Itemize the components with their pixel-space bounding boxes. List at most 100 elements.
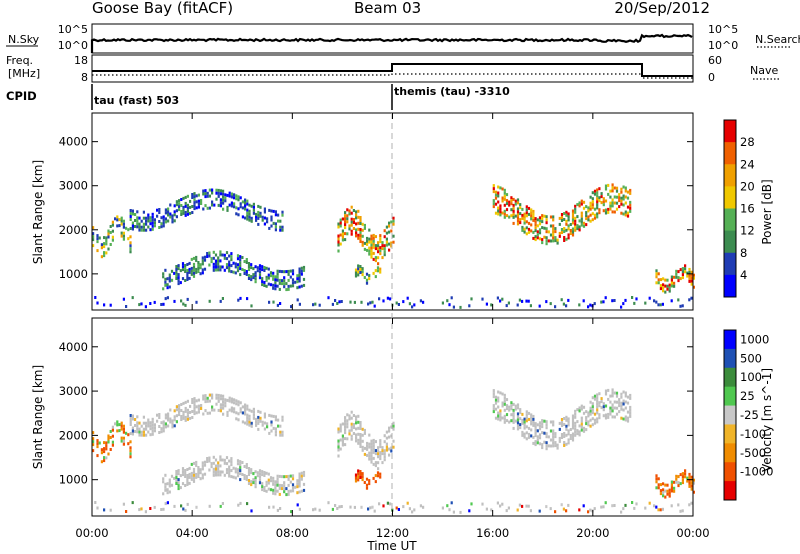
- power-echo-cell: [372, 242, 375, 246]
- power-echo-cell: [585, 205, 588, 209]
- velocity-echo-cell: [655, 477, 658, 481]
- velocity-echo-cell: [648, 501, 651, 505]
- power-echo-cell: [609, 195, 612, 199]
- velocity-echo-cell: [181, 470, 185, 474]
- power-echo-cell: [538, 222, 542, 226]
- velocity-echo-cell: [653, 504, 656, 508]
- power-echo-cell: [189, 211, 192, 215]
- power-echo-cell: [585, 223, 588, 227]
- power-echo-cell: [574, 210, 577, 214]
- velocity-echo-cell: [499, 415, 502, 419]
- velocity-echo-cell: [514, 407, 517, 411]
- velocity-echo-cell: [569, 428, 572, 431]
- power-echo-cell: [543, 235, 546, 239]
- power-echo-cell: [344, 226, 347, 230]
- velocity-echo-cell: [280, 475, 284, 479]
- power-echo-cell: [567, 236, 570, 240]
- velocity-echo-cell: [607, 397, 610, 401]
- velocity-echo-cell: [571, 420, 575, 424]
- power-echo-cell: [257, 204, 260, 208]
- velocity-echo-cell: [230, 400, 233, 404]
- velocity-echo-cell: [350, 437, 353, 441]
- power-echo-cell: [499, 207, 502, 211]
- velocity-echo-cell: [521, 421, 524, 425]
- power-echo-cell: [171, 220, 174, 224]
- power-echo-cell: [211, 188, 214, 192]
- power-echo-cell: [545, 242, 548, 246]
- velocity-echo-cell: [199, 471, 202, 475]
- power-echo-cell: [355, 216, 358, 220]
- power-echo-cell: [296, 286, 299, 290]
- power-echo-cell: [202, 189, 205, 193]
- power-echo-cell: [145, 228, 148, 232]
- velocity-echo-cell: [171, 419, 174, 423]
- velocity-echo-cell: [377, 446, 380, 450]
- power-echo-cell: [582, 221, 586, 225]
- power-echo-cell: [613, 299, 616, 302]
- power-echo-cell: [164, 217, 167, 221]
- power-echo-cell: [178, 199, 181, 203]
- velocity-echo-cell: [149, 433, 152, 437]
- power-echo-cell: [499, 299, 502, 303]
- velocity-echo-cell: [516, 508, 519, 512]
- velocity-echo-cell: [279, 433, 282, 437]
- velocity-echo-cell: [120, 436, 123, 440]
- power-echo-cell: [521, 228, 524, 232]
- velocity-echo-cell: [552, 423, 555, 427]
- power-echo-cell: [92, 238, 95, 242]
- power-echo-cell: [247, 277, 251, 280]
- power-echo-cell: [370, 243, 373, 247]
- power-echo-cell: [363, 226, 366, 230]
- velocity-echo-cell: [222, 394, 225, 398]
- velocity-echo-cell: [602, 402, 605, 406]
- velocity-echo-cell: [541, 425, 544, 429]
- power-echo-cell: [567, 215, 570, 219]
- power-echo-cell: [244, 207, 247, 211]
- power-echo-cell: [374, 269, 377, 273]
- power-echo-cell: [492, 187, 495, 191]
- power-echo-cell: [530, 217, 533, 221]
- velocity-echo-cell: [230, 397, 233, 401]
- power-echo-cell: [549, 215, 553, 219]
- velocity-echo-cell: [527, 426, 531, 430]
- power-echo-cell: [169, 212, 172, 216]
- velocity-echo-cell: [348, 432, 351, 436]
- power-echo-cell: [536, 236, 539, 240]
- power-echo-cell: [571, 221, 575, 225]
- colorbar-tick-label: 12: [740, 224, 755, 238]
- power-echo-cell: [348, 224, 351, 228]
- velocity-echo-cell: [341, 443, 344, 447]
- velocity-echo-cell: [239, 466, 242, 470]
- velocity-echo-cell: [501, 392, 504, 396]
- power-echo-cell: [298, 285, 301, 289]
- velocity-echo-cell: [234, 476, 237, 480]
- velocity-echo-cell: [514, 404, 517, 408]
- power-echo-cell: [580, 223, 583, 227]
- velocity-echo-cell: [688, 475, 691, 479]
- y-tick-label: 1000: [59, 473, 88, 487]
- power-echo-cell: [576, 203, 579, 207]
- velocity-echo-cell: [202, 397, 205, 401]
- velocity-echo-cell: [211, 393, 214, 397]
- power-echo-cell: [279, 219, 282, 223]
- velocity-echo-cell: [230, 460, 233, 464]
- power-echo-cell: [377, 247, 380, 251]
- power-echo-cell: [208, 206, 211, 210]
- power-echo-cell: [525, 211, 528, 215]
- velocity-echo-cell: [655, 505, 658, 509]
- velocity-echo-cell: [534, 443, 537, 447]
- velocity-echo-cell: [107, 452, 110, 456]
- power-echo-cell: [274, 225, 277, 229]
- velocity-echo-cell: [287, 477, 290, 481]
- velocity-echo-cell: [355, 415, 358, 419]
- velocity-echo-cell: [359, 442, 362, 445]
- power-echo-cell: [521, 207, 524, 211]
- power-echo-cell: [591, 203, 594, 207]
- velocity-echo-cell: [122, 439, 125, 443]
- velocity-echo-cell: [545, 441, 548, 445]
- velocity-echo-cell: [629, 405, 632, 409]
- power-echo-cell: [206, 194, 209, 198]
- power-echo-cell: [222, 201, 225, 205]
- power-echo-cell: [192, 268, 196, 272]
